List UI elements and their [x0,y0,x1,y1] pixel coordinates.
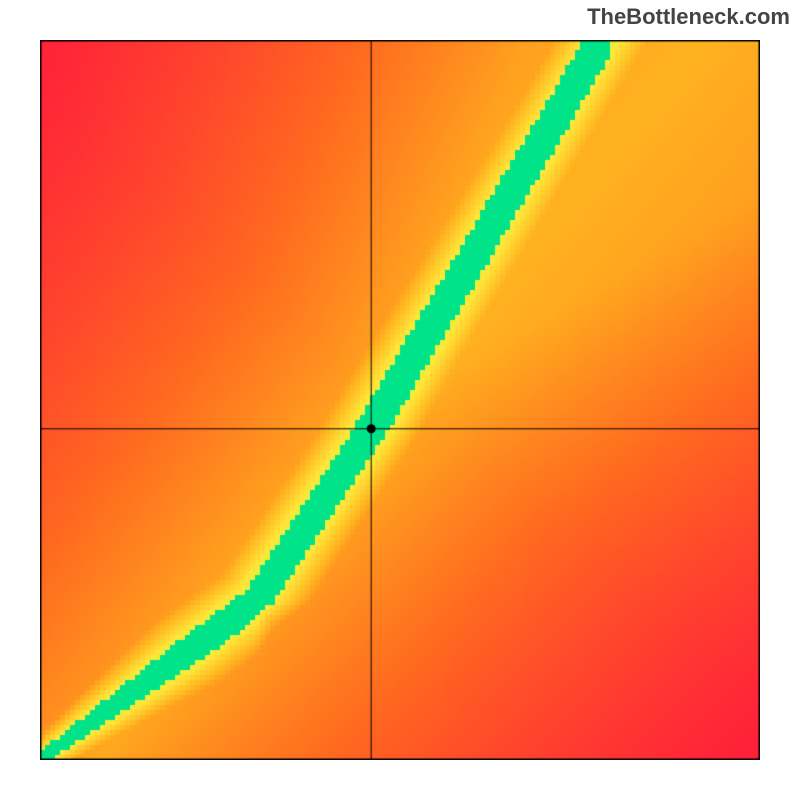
bottleneck-heatmap [40,40,760,760]
watermark-text: TheBottleneck.com [587,4,790,30]
chart-container: { "meta": { "watermark": "TheBottleneck.… [0,0,800,800]
